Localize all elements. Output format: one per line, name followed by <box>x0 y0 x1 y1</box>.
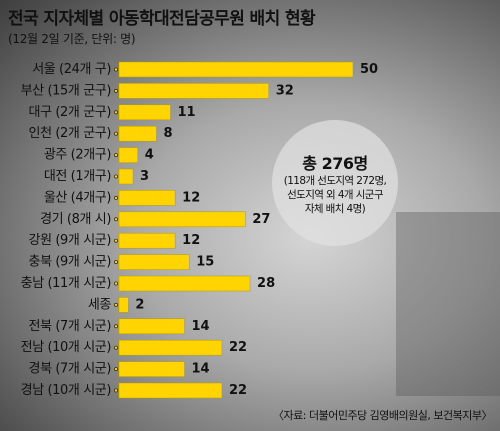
source-note: 〈자료: 더불어민주당 김영배의원실, 보건복지부〉 <box>273 409 492 422</box>
leader-dot <box>114 260 119 265</box>
bar <box>118 211 246 228</box>
bar <box>118 361 185 377</box>
leader-dot <box>114 131 119 136</box>
bar <box>118 232 176 249</box>
leader-dot <box>114 345 119 350</box>
category-label: 대전 (1개구) <box>44 169 111 184</box>
chart-subtitle: (12월 2일 기준, 단위: 명) <box>8 32 136 46</box>
category-label: 강원 (9개 시군) <box>29 233 111 248</box>
value-label: 11 <box>177 105 195 120</box>
total-count: 총 276명 <box>302 154 368 173</box>
value-label: 4 <box>145 148 154 163</box>
bar <box>118 318 185 335</box>
bar <box>118 83 270 99</box>
leader-dot <box>114 238 119 243</box>
category-label: 경남 (10개 시군) <box>21 383 111 398</box>
bar <box>118 339 223 356</box>
leader-dot <box>114 367 119 372</box>
category-label: 대구 (2개 군구) <box>29 105 111 120</box>
bar <box>118 125 157 142</box>
leader-dot <box>114 110 119 115</box>
value-label: 2 <box>135 297 144 312</box>
category-label: 전남 (10개 시군) <box>21 340 111 355</box>
bar <box>118 275 251 292</box>
bar <box>118 190 176 206</box>
leader-dot <box>114 153 119 158</box>
total-note-line-1: (118개 선도지역 272명, <box>283 175 387 187</box>
category-label: 경기 (8개 시) <box>40 212 111 227</box>
value-label: 50 <box>360 62 378 77</box>
leader-dot <box>114 324 119 329</box>
leader-dot <box>114 281 119 286</box>
category-label: 전북 (7개 시군) <box>29 319 111 334</box>
background-photo-block <box>396 212 500 396</box>
bar <box>118 297 129 313</box>
category-label: 경북 (7개 시군) <box>29 362 111 377</box>
value-label: 32 <box>276 83 294 98</box>
value-label: 27 <box>252 212 270 227</box>
value-label: 22 <box>229 340 247 355</box>
category-label: 충남 (11개 시군) <box>21 276 111 291</box>
leader-dot <box>114 67 119 72</box>
category-label: 부산 (15개 군구) <box>21 83 111 98</box>
value-label: 8 <box>163 126 172 141</box>
bar <box>118 104 171 121</box>
value-label: 15 <box>196 255 214 270</box>
leader-dot <box>114 302 119 307</box>
bar <box>118 382 223 399</box>
bar <box>118 61 354 78</box>
leader-dot <box>114 88 119 93</box>
category-label: 광주 (2개구) <box>44 148 111 163</box>
total-note-line-3: 자체 배치 4명) <box>304 203 366 215</box>
leader-dot <box>114 195 119 200</box>
value-label: 12 <box>182 233 200 248</box>
value-label: 3 <box>140 169 149 184</box>
value-label: 12 <box>182 190 200 205</box>
category-label: 세종 <box>88 297 112 312</box>
leader-dot <box>114 174 119 179</box>
category-label: 충북 (9개 시군) <box>29 255 111 270</box>
value-label: 28 <box>257 276 275 291</box>
leader-dot <box>114 217 119 222</box>
value-label: 14 <box>192 362 210 377</box>
total-bubble: 총 276명 (118개 선도지역 272명, 선도지역 외 4개 시군구 자체… <box>272 120 398 246</box>
category-label: 인천 (2개 군구) <box>29 126 111 141</box>
bar <box>118 254 190 270</box>
bar <box>118 147 138 163</box>
total-note-line-2: 선도지역 외 4개 시군구 <box>287 189 383 201</box>
value-label: 14 <box>192 319 210 334</box>
chart-title: 전국 지자체별 아동학대전담공무원 배치 현황 <box>8 9 316 29</box>
value-label: 22 <box>229 383 247 398</box>
leader-dot <box>114 388 119 393</box>
bar <box>118 168 134 185</box>
category-label: 울산 (4개구) <box>44 190 111 205</box>
category-label: 서울 (24개 구) <box>32 62 111 77</box>
